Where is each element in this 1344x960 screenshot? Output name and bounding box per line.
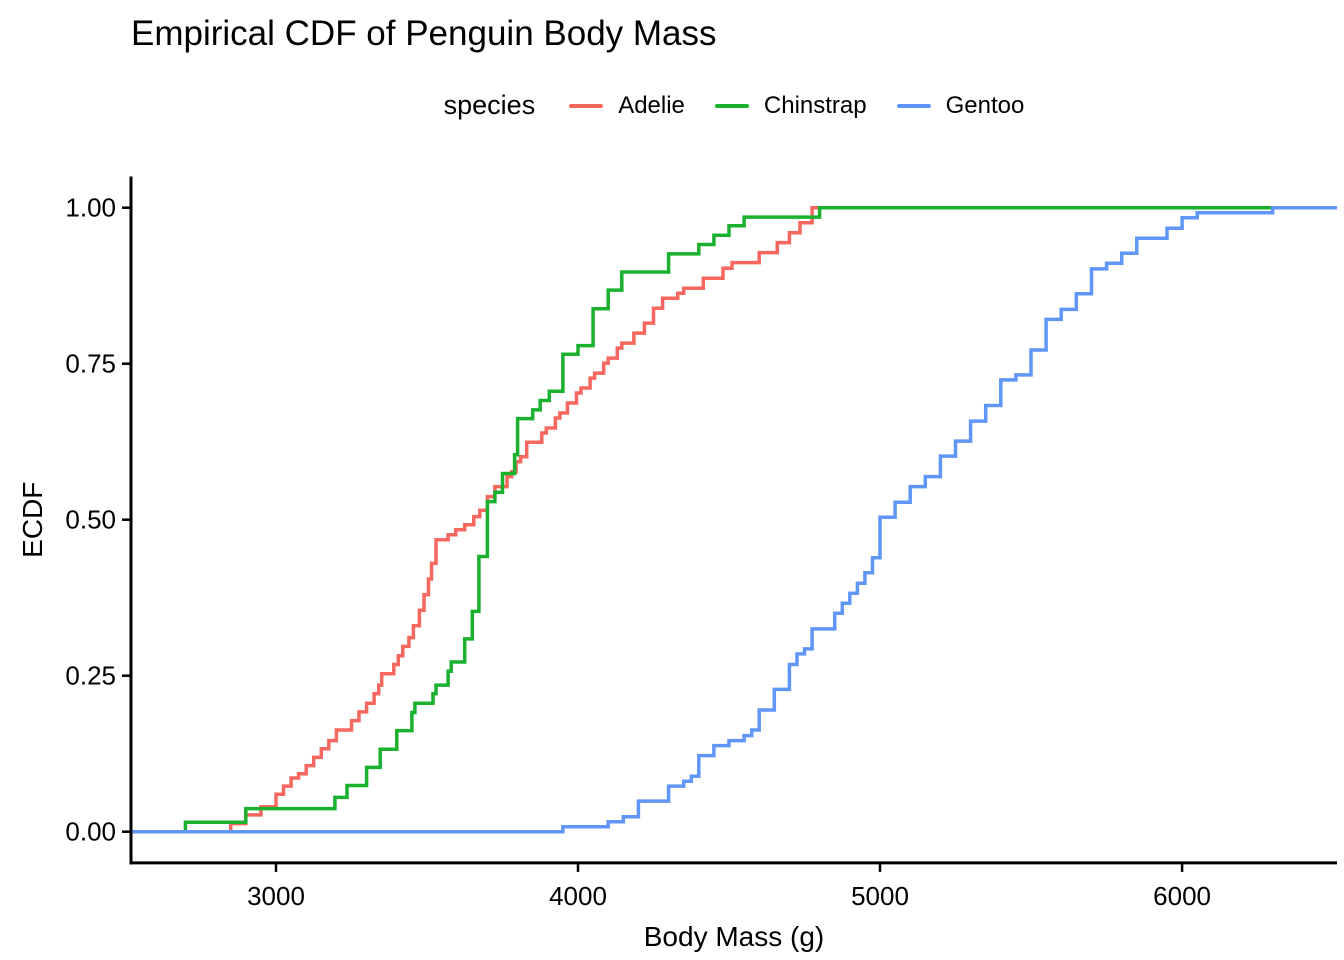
series-chinstrap-step-line (131, 205, 1337, 834)
y-axis-title: ECDF (17, 482, 48, 558)
y-tick-label: 1.00 (65, 193, 116, 223)
y-tick-label: 0.75 (65, 349, 116, 379)
x-tick-label: 4000 (549, 881, 607, 911)
legend-title: species (443, 90, 536, 120)
legend-key-line-adelie (569, 103, 604, 108)
y-tick-label: 0.50 (65, 505, 116, 535)
x-tick-label: 5000 (851, 881, 909, 911)
legend-item-gentoo: Gentoo (896, 91, 1025, 120)
y-tick-label: 0.00 (65, 817, 116, 847)
legend-label-gentoo: Gentoo (945, 91, 1025, 119)
legend-label-adelie: Adelie (618, 91, 685, 119)
y-tick-label: 0.25 (65, 661, 116, 691)
plot-title: Empirical CDF of Penguin Body Mass (131, 14, 717, 53)
legend-key-line-chinstrap (714, 103, 749, 108)
series-adelie-step-line (131, 205, 1337, 834)
legend: species Adelie Chinstrap Gentoo (131, 90, 1337, 121)
legend-item-adelie: Adelie (569, 92, 685, 120)
legend-key-line-gentoo (896, 103, 931, 108)
legend-label-chinstrap: Chinstrap (763, 91, 867, 119)
series-gentoo-step-line (131, 205, 1337, 834)
x-axis-title: Body Mass (g) (644, 921, 825, 952)
legend-item-chinstrap: Chinstrap (714, 91, 867, 120)
x-tick-label: 6000 (1153, 881, 1211, 911)
x-tick-label: 3000 (247, 881, 305, 911)
